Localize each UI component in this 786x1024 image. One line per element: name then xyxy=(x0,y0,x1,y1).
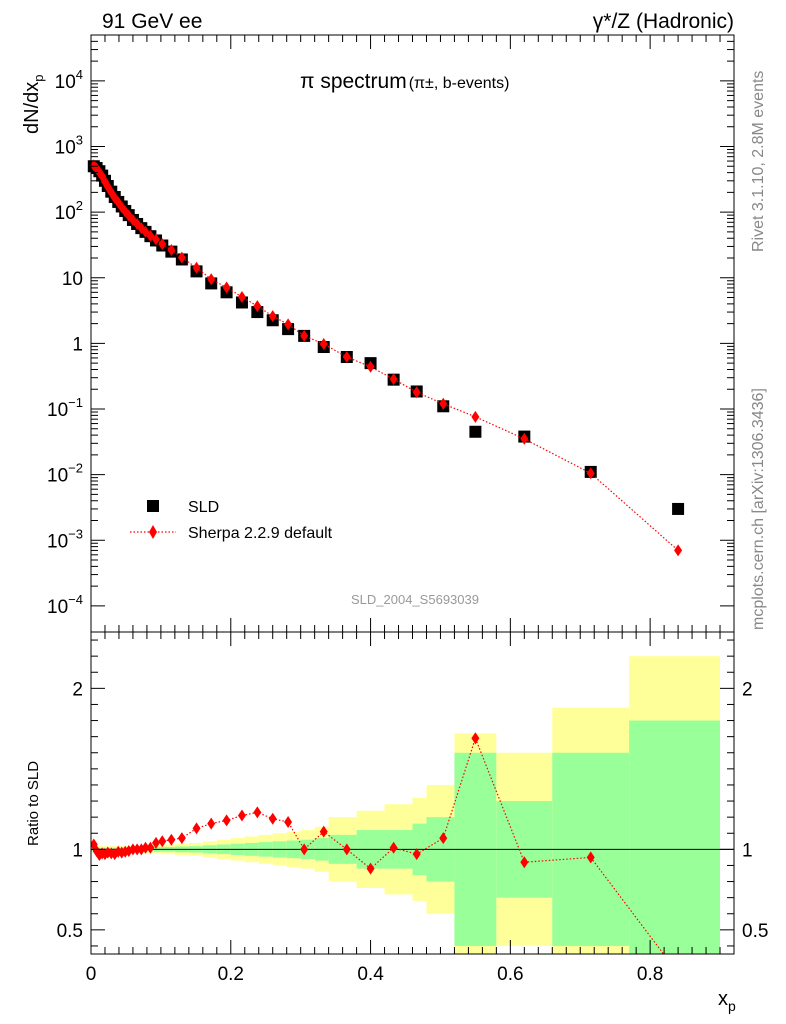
ratio-point xyxy=(192,822,201,835)
ratio-y-tick-label-right: 1 xyxy=(742,840,753,861)
x-tick-label: 0.2 xyxy=(218,964,244,985)
ratio-point xyxy=(471,732,480,745)
ratio-point xyxy=(177,832,186,845)
ratio-point xyxy=(674,967,682,979)
sherpa-point xyxy=(412,386,421,399)
x-axis-label-main: x xyxy=(718,988,728,1010)
y-axis-label-main: dN/dx xyxy=(21,82,43,134)
header-right: γ*/Z (Hadronic) xyxy=(593,10,734,33)
legend: SLD Sherpa 2.2.9 default xyxy=(130,499,333,542)
y-tick-label: 10 xyxy=(62,269,83,290)
x-tick-label: 0 xyxy=(86,964,97,985)
sherpa-point xyxy=(342,351,351,364)
ratio-point xyxy=(366,862,375,875)
sld-point xyxy=(469,425,482,438)
y-tick-label: 104 xyxy=(55,67,83,93)
ratio-point xyxy=(146,841,155,854)
x-tick-label: 0.6 xyxy=(497,964,523,985)
ratio-point xyxy=(91,838,98,851)
legend-label-sld: SLD xyxy=(188,499,219,516)
main-panel: 10−4 10−3 10−2 10−1 1 10 102 103 104 π spectrum(… xyxy=(21,34,735,633)
watermark: SLD_2004_S5693039 xyxy=(351,592,479,607)
ratio-point xyxy=(412,848,421,861)
y-tick-label: 10−2 xyxy=(47,461,83,487)
sherpa-point xyxy=(207,273,216,286)
main-title-suffix: (π±, b-events) xyxy=(409,75,510,92)
y-tick-label: 10−4 xyxy=(47,592,83,618)
ratio-point xyxy=(520,856,529,869)
ratio-panel: 0 0.2 0.4 0.6 0.8 0.5 0.5 1 1 2 2 Ratio to SLD xyxy=(25,631,768,985)
ratio-frame xyxy=(90,631,735,955)
sherpa-point xyxy=(151,233,160,246)
ratio-y-tick-label: 0.5 xyxy=(57,921,83,942)
ratio-point xyxy=(284,815,293,828)
ratio-point xyxy=(133,843,142,856)
ratio-point xyxy=(439,832,448,845)
sld-point xyxy=(672,502,685,515)
sherpa-point xyxy=(177,251,186,264)
ratio-y-tick-label-right: 0.5 xyxy=(742,921,768,942)
ratio-point xyxy=(151,836,160,849)
sherpa-point xyxy=(192,261,201,274)
y-axis-label-sub: p xyxy=(31,75,46,82)
ratio-point xyxy=(319,825,328,838)
main-title-text: π spectrum xyxy=(300,70,407,93)
sherpa-point xyxy=(237,290,246,303)
sherpa-point xyxy=(439,397,448,410)
ratio-point xyxy=(300,843,309,856)
ratio-point xyxy=(167,833,176,846)
ratio-y-tick-label-right: 2 xyxy=(742,679,753,700)
y-tick-label: 10−1 xyxy=(47,395,83,421)
ratio-point xyxy=(253,806,262,819)
y-tick-label: 102 xyxy=(55,198,83,224)
sherpa-point xyxy=(253,300,262,313)
y-tick-label: 10−3 xyxy=(47,526,83,552)
ratio-y-axis-label: Ratio to SLD xyxy=(25,761,42,846)
x-tick-label: 0.8 xyxy=(637,964,663,985)
ratio-point xyxy=(268,812,277,825)
sherpa-point xyxy=(389,373,398,386)
sherpa-point xyxy=(268,310,277,323)
ratio-point xyxy=(158,835,167,848)
sherpa-point xyxy=(674,544,683,557)
sherpa-point xyxy=(222,281,231,294)
sherpa-point xyxy=(284,318,293,331)
ratio-point xyxy=(128,843,137,856)
x-tick-label: 0.4 xyxy=(357,964,384,985)
sherpa-line xyxy=(93,164,679,551)
ratio-y-tick-label: 2 xyxy=(72,679,83,700)
ratio-stat-band xyxy=(629,720,721,954)
ratio-point xyxy=(342,843,351,856)
sherpa-point xyxy=(300,329,309,342)
legend-marker-sld xyxy=(147,500,159,512)
sherpa-point xyxy=(319,337,328,350)
sherpa-point xyxy=(158,238,167,251)
ratio-point xyxy=(237,809,246,822)
ratio-point xyxy=(586,851,595,864)
y-tick-label: 103 xyxy=(55,132,83,158)
sherpa-point xyxy=(167,243,176,256)
legend-label-sherpa: Sherpa 2.2.9 default xyxy=(188,525,333,542)
ratio-point xyxy=(222,814,231,827)
ratio-y-tick-label: 1 xyxy=(72,840,83,861)
sherpa-point xyxy=(366,360,375,373)
main-frame xyxy=(90,34,735,633)
ratio-point xyxy=(389,841,398,854)
header-left: 91 GeV ee xyxy=(102,10,202,33)
ratio-point xyxy=(141,841,150,854)
y-tick-label: 1 xyxy=(72,334,83,355)
sherpa-point xyxy=(586,467,595,480)
x-axis-label-sub: p xyxy=(728,998,736,1014)
side-label-mcplots: mcplots.cern.ch [arXiv:1306.3436] xyxy=(750,388,767,630)
main-title: π spectrum (π±, b-events) xyxy=(300,70,509,93)
sherpa-point xyxy=(520,432,529,445)
side-label-rivet: Rivet 3.1.10, 2.8M events xyxy=(750,70,767,252)
y-axis-label: dN/dxp xyxy=(21,75,46,134)
legend-marker-sherpa xyxy=(149,525,157,539)
sherpa-point xyxy=(471,410,480,423)
ratio-point xyxy=(207,817,216,830)
x-axis-label: xp xyxy=(718,988,736,1014)
